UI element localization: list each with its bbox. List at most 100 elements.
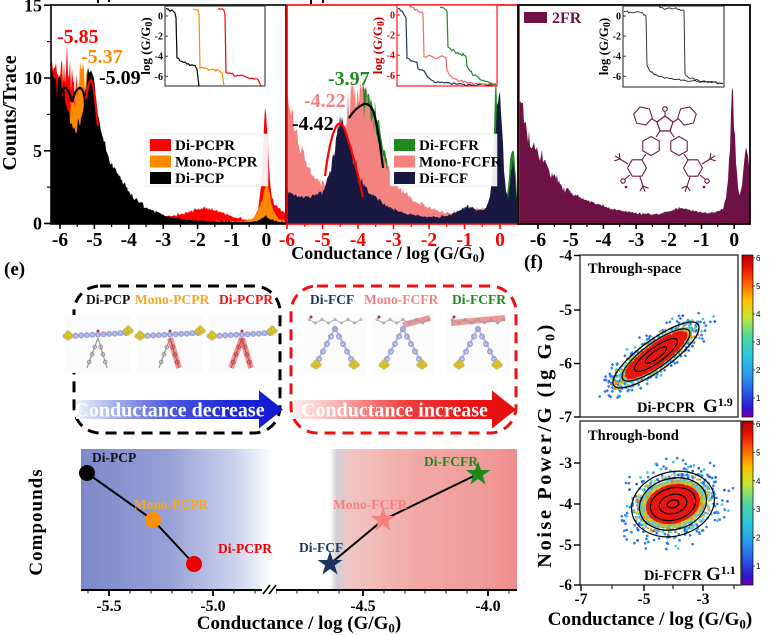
svg-text:-3: -3 bbox=[155, 230, 171, 251]
svg-text:-5.37: -5.37 bbox=[81, 46, 123, 68]
svg-text:-4.42: -4.42 bbox=[292, 113, 334, 135]
svg-text:-5: -5 bbox=[86, 230, 102, 251]
svg-text:Di-FCFR: Di-FCFR bbox=[424, 454, 478, 469]
svg-text:1: 1 bbox=[756, 562, 761, 571]
svg-text:Di-FCFR: Di-FCFR bbox=[644, 568, 703, 584]
svg-text:-4: -4 bbox=[155, 52, 163, 63]
svg-text:5: 5 bbox=[756, 448, 761, 457]
svg-text:4: 4 bbox=[756, 310, 761, 319]
svg-text:Mono-FCFR: Mono-FCFR bbox=[364, 292, 438, 307]
svg-text:-7: -7 bbox=[559, 409, 572, 426]
svg-text:log (G/G0): log (G/G0) bbox=[138, 17, 155, 74]
svg-text:0: 0 bbox=[495, 230, 505, 251]
svg-text:Mono-PCPR: Mono-PCPR bbox=[134, 497, 208, 512]
svg-text:-6: -6 bbox=[279, 230, 295, 251]
svg-text:6: 6 bbox=[756, 420, 761, 429]
svg-text:-2: -2 bbox=[661, 230, 677, 251]
svg-text:-6: -6 bbox=[52, 230, 68, 251]
svg-text:0: 0 bbox=[390, 11, 395, 22]
svg-text:2: 2 bbox=[756, 534, 761, 543]
svg-text:5: 5 bbox=[33, 141, 42, 161]
svg-text:Di-PCP: Di-PCP bbox=[175, 171, 224, 187]
svg-text:-5: -5 bbox=[559, 537, 572, 554]
svg-text:-6: -6 bbox=[387, 71, 395, 82]
svg-text:2: 2 bbox=[756, 366, 761, 375]
svg-text:Di-PCP: Di-PCP bbox=[92, 450, 136, 465]
svg-text:Di-FCF: Di-FCF bbox=[419, 171, 468, 187]
svg-text:Mono-PCPR: Mono-PCPR bbox=[135, 292, 209, 307]
svg-text:Through-bond: Through-bond bbox=[588, 428, 679, 444]
svg-text:Noise Power/G (lg G0): Noise Power/G (lg G0) bbox=[534, 322, 559, 568]
svg-text:-3: -3 bbox=[385, 230, 401, 251]
svg-text:-6: -6 bbox=[613, 72, 621, 83]
svg-text:-1: -1 bbox=[693, 230, 709, 251]
svg-text:-6: -6 bbox=[559, 356, 572, 373]
svg-text:-5.09: -5.09 bbox=[99, 67, 141, 89]
svg-text:-5: -5 bbox=[638, 591, 651, 608]
svg-text:-2: -2 bbox=[421, 230, 437, 251]
svg-text:4: 4 bbox=[756, 477, 761, 486]
svg-text:Di-PCPR: Di-PCPR bbox=[637, 400, 696, 416]
svg-text:6: 6 bbox=[756, 254, 761, 263]
svg-text:0: 0 bbox=[616, 12, 621, 23]
svg-text:-2: -2 bbox=[155, 32, 163, 43]
svg-text:3: 3 bbox=[756, 338, 761, 347]
svg-text:Conductance / log (G/G0): Conductance / log (G/G0) bbox=[291, 243, 485, 265]
svg-text:-2: -2 bbox=[613, 32, 621, 43]
svg-text:-4.22: -4.22 bbox=[304, 90, 346, 112]
svg-text:-5: -5 bbox=[314, 230, 330, 251]
svg-text:Di-PCPR: Di-PCPR bbox=[219, 292, 273, 307]
svg-text:Di-FCFR: Di-FCFR bbox=[452, 292, 506, 307]
svg-text:Conductance / log (G/G0): Conductance / log (G/G0) bbox=[197, 613, 401, 635]
svg-text:log (G/G0): log (G/G0) bbox=[370, 17, 387, 74]
svg-text:(e): (e) bbox=[4, 259, 25, 280]
svg-text:Di-FCF: Di-FCF bbox=[299, 540, 343, 555]
svg-text:Mono-PCPR: Mono-PCPR bbox=[175, 155, 258, 171]
svg-text:15: 15 bbox=[24, 0, 42, 15]
svg-text:1: 1 bbox=[756, 394, 761, 403]
svg-text:10: 10 bbox=[24, 68, 42, 88]
svg-text:Di-PCPR: Di-PCPR bbox=[175, 138, 235, 154]
svg-text:-4: -4 bbox=[595, 230, 611, 251]
svg-text:log (G/G0): log (G/G0) bbox=[596, 18, 613, 75]
svg-text:Counts/Trace: Counts/Trace bbox=[0, 55, 21, 170]
svg-text:Mono-FCFR: Mono-FCFR bbox=[333, 497, 407, 512]
svg-text:-6: -6 bbox=[559, 577, 572, 594]
svg-text:0: 0 bbox=[33, 214, 42, 234]
svg-text:Di-PCP: Di-PCP bbox=[86, 292, 130, 307]
svg-text:-5: -5 bbox=[563, 230, 579, 251]
svg-text:Di-FCFR: Di-FCFR bbox=[419, 138, 479, 154]
svg-text:-3: -3 bbox=[559, 455, 572, 472]
svg-text:-4: -4 bbox=[387, 51, 395, 62]
svg-text:(f): (f) bbox=[524, 252, 543, 273]
svg-text:5: 5 bbox=[756, 282, 761, 291]
svg-text:2FR: 2FR bbox=[552, 10, 582, 27]
svg-text:0: 0 bbox=[158, 12, 163, 23]
svg-text:-3: -3 bbox=[628, 230, 644, 251]
svg-text:-6: -6 bbox=[155, 72, 163, 83]
svg-text:-5.0: -5.0 bbox=[200, 598, 225, 615]
svg-text:-4.5: -4.5 bbox=[350, 598, 375, 615]
svg-text:-7: -7 bbox=[575, 591, 588, 608]
svg-text:-1: -1 bbox=[224, 230, 240, 251]
svg-text:Conductance / log (G/G0): Conductance / log (G/G0) bbox=[548, 609, 752, 632]
svg-text:-3: -3 bbox=[697, 591, 710, 608]
svg-text:Conductance decrease: Conductance decrease bbox=[74, 400, 264, 422]
svg-text:-6: -6 bbox=[530, 230, 546, 251]
svg-text:0: 0 bbox=[729, 230, 739, 251]
svg-text:-5.5: -5.5 bbox=[96, 598, 121, 615]
svg-text:-2: -2 bbox=[189, 230, 205, 251]
svg-text:-3.97: -3.97 bbox=[328, 68, 370, 90]
svg-text:Conductance increase: Conductance increase bbox=[301, 400, 488, 422]
svg-text:Mono-FCFR: Mono-FCFR bbox=[419, 155, 502, 171]
svg-text:Di-PCPR: Di-PCPR bbox=[218, 541, 272, 556]
svg-text:-2: -2 bbox=[387, 31, 395, 42]
svg-text:Through-space: Through-space bbox=[588, 261, 682, 277]
svg-text:-4: -4 bbox=[350, 230, 366, 251]
svg-text:-1: -1 bbox=[456, 230, 472, 251]
svg-text:-5.85: -5.85 bbox=[57, 26, 99, 48]
svg-text:-4.0: -4.0 bbox=[475, 598, 500, 615]
svg-text:-4: -4 bbox=[559, 496, 572, 513]
svg-text:Compounds: Compounds bbox=[26, 468, 47, 575]
svg-text:3: 3 bbox=[756, 505, 761, 514]
